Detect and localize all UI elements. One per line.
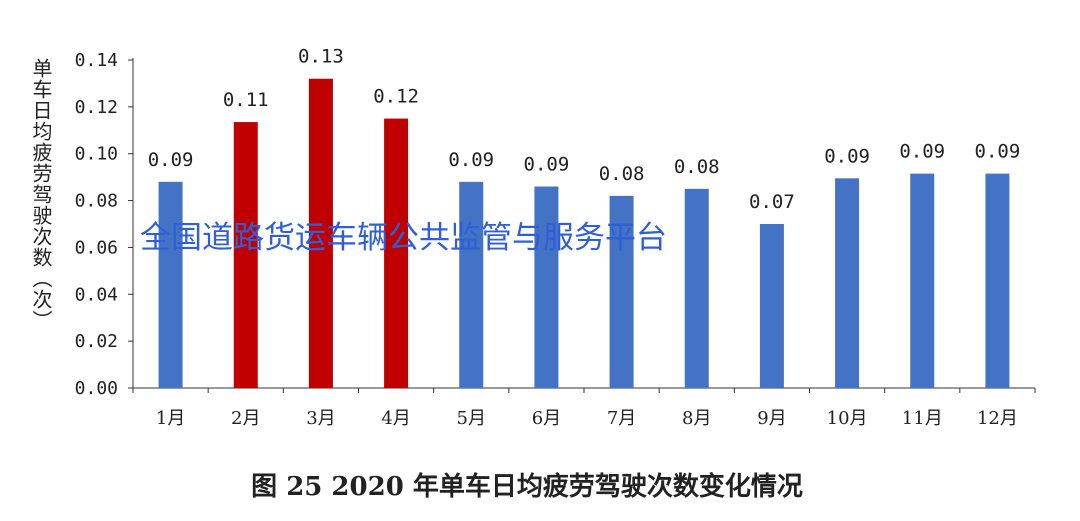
x-tick-label: 8月 xyxy=(682,408,711,429)
x-tick-label: 7月 xyxy=(607,408,636,429)
data-label: 0.08 xyxy=(674,156,720,178)
y-tick-label: 0.14 xyxy=(75,50,118,71)
bar-7月 xyxy=(609,195,634,388)
data-label: 0.09 xyxy=(524,154,570,176)
data-label: 0.13 xyxy=(298,46,344,68)
data-label: 0.09 xyxy=(448,149,494,171)
x-tick-label: 1月 xyxy=(156,408,185,429)
y-tick-label: 0.04 xyxy=(75,284,118,305)
y-tick-label: 0.06 xyxy=(75,237,118,258)
bar-4月 xyxy=(384,118,409,389)
x-tick-label: 2月 xyxy=(231,408,260,429)
bar-6月 xyxy=(534,186,559,388)
chart-title: 图 25 2020 年单车日均疲劳驾驶次数变化情况 xyxy=(251,472,803,502)
bar-5月 xyxy=(459,181,484,388)
x-tick-label: 10月 xyxy=(827,408,868,429)
x-tick-label: 5月 xyxy=(457,408,486,429)
bar-10月 xyxy=(835,178,860,388)
x-tick-label: 9月 xyxy=(757,408,786,429)
watermark: 全国道路货运车辆公共监管与服务平台 xyxy=(140,220,667,256)
data-label: 0.09 xyxy=(148,149,194,171)
y-tick-label: 0.00 xyxy=(75,378,118,399)
bar-8月 xyxy=(684,188,709,388)
y-tick-label: 0.10 xyxy=(75,144,118,165)
x-tick-label: 6月 xyxy=(532,408,561,429)
bar-12月 xyxy=(985,173,1010,388)
y-tick-label: 0.08 xyxy=(75,191,118,212)
x-tick-label: 11月 xyxy=(902,408,943,429)
data-label: 0.12 xyxy=(373,86,419,108)
x-tick-label: 3月 xyxy=(306,408,335,429)
bar-1月 xyxy=(158,181,183,388)
bar-3月 xyxy=(308,78,333,388)
bar-11月 xyxy=(910,173,935,388)
data-label: 0.07 xyxy=(749,191,795,213)
data-label: 0.09 xyxy=(824,145,870,167)
y-axis-label: 单车日均疲劳驾驶次数（次） xyxy=(29,58,53,331)
x-tick-label: 4月 xyxy=(381,408,410,429)
data-label: 0.09 xyxy=(975,141,1021,163)
data-label: 0.11 xyxy=(223,89,269,111)
y-tick-label: 0.12 xyxy=(75,97,118,118)
bar-2月 xyxy=(233,122,258,388)
bar-9月 xyxy=(759,224,784,388)
x-tick-label: 12月 xyxy=(977,408,1018,429)
data-label: 0.08 xyxy=(599,163,645,185)
y-tick-label: 0.02 xyxy=(75,331,118,352)
data-label: 0.09 xyxy=(899,141,945,163)
